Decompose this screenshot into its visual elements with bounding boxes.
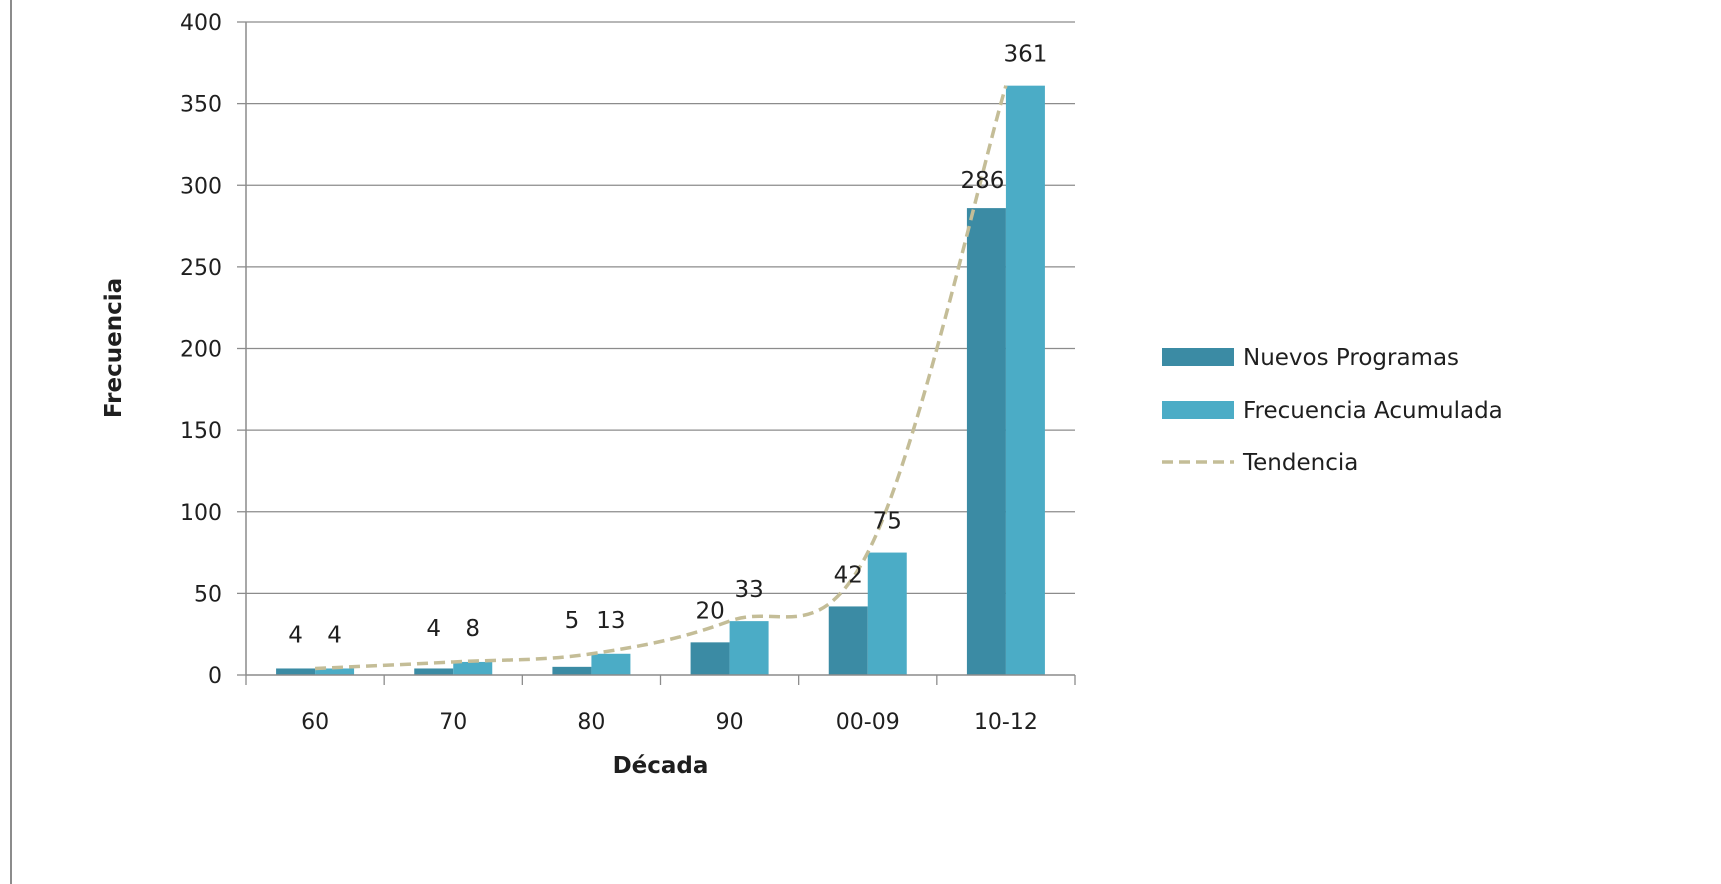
bar-frecuencia-acumulada bbox=[591, 653, 631, 675]
data-label: 42 bbox=[834, 562, 863, 588]
legend-label: Nuevos Programas bbox=[1243, 345, 1459, 371]
y-axis-title: Frecuencia bbox=[101, 278, 127, 418]
y-tick-label: 0 bbox=[208, 664, 222, 689]
data-label: 75 bbox=[873, 509, 902, 535]
y-tick-label: 150 bbox=[180, 419, 222, 444]
y-tick-label: 300 bbox=[180, 174, 222, 199]
x-axis-title: Década bbox=[613, 753, 709, 779]
data-label: 13 bbox=[596, 608, 625, 634]
bar-nuevos-programas bbox=[690, 642, 730, 675]
y-tick-label: 200 bbox=[180, 338, 222, 363]
x-tick-label: 60 bbox=[301, 710, 329, 735]
data-label: 361 bbox=[1003, 42, 1047, 68]
data-label: 4 bbox=[288, 622, 303, 648]
bar-frecuencia-acumulada bbox=[729, 621, 769, 675]
data-label: 286 bbox=[960, 168, 1004, 194]
y-tick-label: 400 bbox=[180, 11, 222, 36]
data-label: 33 bbox=[734, 577, 763, 603]
bar-nuevos-programas bbox=[276, 668, 316, 675]
data-label: 8 bbox=[465, 616, 480, 642]
data-label: 4 bbox=[426, 616, 441, 642]
gridlines bbox=[246, 21, 1075, 595]
x-tick-label: 80 bbox=[577, 710, 605, 735]
bar-nuevos-programas bbox=[828, 606, 868, 675]
bar-nuevos-programas bbox=[414, 668, 454, 675]
legend-label: Frecuencia Acumulada bbox=[1243, 398, 1503, 424]
data-label: 20 bbox=[695, 598, 724, 624]
legend-label: Tendencia bbox=[1242, 450, 1358, 476]
legend-swatch bbox=[1162, 401, 1234, 419]
x-tick-label: 70 bbox=[439, 710, 467, 735]
page-border bbox=[10, 0, 12, 884]
bar-nuevos-programas bbox=[966, 208, 1006, 676]
y-axis-ticks: 0 50 100 150 200 250 300 350 400 bbox=[180, 11, 246, 689]
y-tick-label: 350 bbox=[180, 93, 222, 118]
bar-nuevos-programas bbox=[552, 666, 592, 675]
x-axis-ticks: 60 70 80 90 00-09 10-12 bbox=[245, 675, 1076, 735]
x-tick-label: 00-09 bbox=[836, 710, 900, 735]
x-tick-label: 90 bbox=[716, 710, 744, 735]
bars bbox=[276, 85, 1045, 676]
bar-frecuencia-acumulada bbox=[1005, 85, 1045, 676]
y-tick-label: 50 bbox=[194, 582, 222, 607]
trend-line bbox=[315, 85, 1008, 671]
bar-frecuencia-acumulada bbox=[453, 661, 493, 675]
trend-line-path bbox=[315, 85, 1008, 671]
legend: Nuevos Programas Frecuencia Acumulada Tend… bbox=[1162, 345, 1503, 476]
bar-frecuencia-acumulada bbox=[867, 552, 907, 675]
data-label: 4 bbox=[327, 622, 342, 648]
y-tick-label: 250 bbox=[180, 256, 222, 281]
bar-frecuencia-acumulada bbox=[315, 668, 355, 675]
data-label: 5 bbox=[565, 608, 580, 634]
legend-swatch bbox=[1162, 348, 1234, 366]
y-tick-label: 100 bbox=[180, 501, 222, 526]
x-tick-label: 10-12 bbox=[974, 710, 1038, 735]
